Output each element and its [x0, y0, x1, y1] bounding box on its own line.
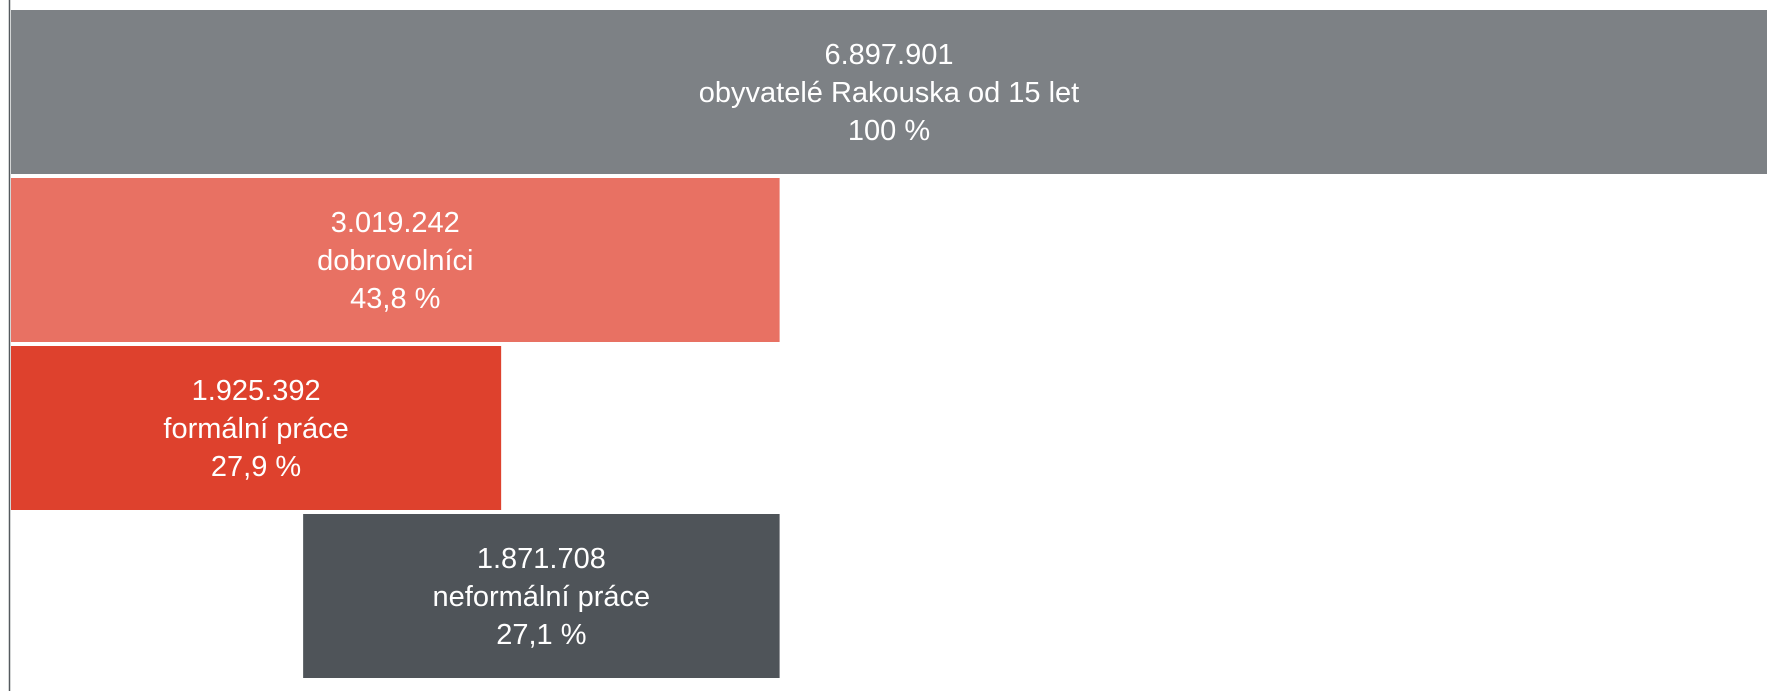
bar-value-label-2: 1.925.392 — [192, 375, 321, 407]
bar-0 — [11, 10, 1767, 174]
bar-percent-label-0: 100 % — [848, 115, 930, 147]
bar-category-label-0: obyvatelé Rakouska od 15 let — [699, 77, 1079, 109]
bar-3 — [303, 514, 780, 678]
bar-category-label-2: formální práce — [163, 413, 348, 445]
bar-value-label-1: 3.019.242 — [331, 207, 460, 239]
bar-percent-label-3: 27,1 % — [496, 619, 586, 651]
bar-value-label-0: 6.897.901 — [824, 39, 953, 71]
bar-value-label-3: 1.871.708 — [477, 543, 606, 575]
bar-percent-label-2: 27,9 % — [211, 451, 301, 483]
bar-percent-label-1: 43,8 % — [350, 283, 440, 315]
bar-category-label-3: neformální práce — [433, 581, 651, 613]
bar-category-label-1: dobrovolníci — [317, 245, 473, 277]
bar-2 — [11, 346, 502, 510]
bars-layer: 6.897.901 obyvatelé Rakouska od 15 let 100… — [11, 10, 1767, 678]
bar-1 — [11, 178, 780, 342]
